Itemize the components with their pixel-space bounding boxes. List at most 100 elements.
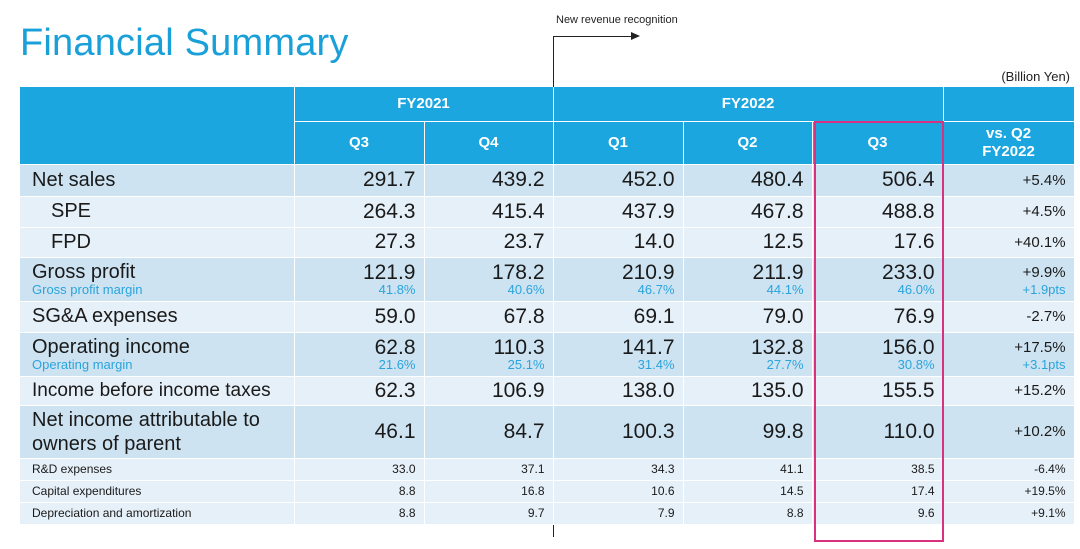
cell-value: 291.7 <box>294 164 425 197</box>
cell-value: 132.8 <box>750 336 804 359</box>
cell-value: 38.5 <box>812 458 944 481</box>
cell-value: 10.6 <box>553 480 684 503</box>
cell-value-pair: 121.9 41.8% <box>294 257 425 302</box>
header-vs-blank <box>943 87 1075 122</box>
row-label: SG&A expenses <box>20 301 295 333</box>
cell-value: 69.1 <box>553 301 684 333</box>
cell-subchange: +3.1pts <box>1022 357 1066 372</box>
cell-value: 178.2 <box>491 261 545 284</box>
cell-change: +40.1% <box>943 227 1075 258</box>
cell-value: 110.0 <box>812 405 944 459</box>
cell-value: 33.0 <box>294 458 425 481</box>
cell-value: 264.3 <box>294 196 425 228</box>
cell-value-pair: 210.9 46.7% <box>553 257 684 302</box>
table-row-gross-profit: Gross profit Gross profit margin 121.9 41… <box>20 257 1075 302</box>
cell-change: +9.9% <box>1022 264 1066 281</box>
header-corner <box>20 87 295 165</box>
header-vs-line2: FY2022 <box>982 142 1035 160</box>
row-label: R&D expenses <box>20 458 295 481</box>
cell-value: 211.9 <box>752 261 804 284</box>
cell-value: 110.3 <box>493 336 545 359</box>
cell-value: 210.9 <box>621 261 675 284</box>
cell-value: 156.0 <box>881 336 935 359</box>
cell-value: 41.1 <box>683 458 813 481</box>
cell-value-pair: 233.0 46.0% <box>812 257 944 302</box>
cell-value: 27.3 <box>294 227 425 258</box>
cell-value: 415.4 <box>424 196 554 228</box>
revenue-recognition-note: New revenue recognition <box>556 14 678 26</box>
cell-value: 12.5 <box>683 227 813 258</box>
cell-value: 106.9 <box>424 376 554 406</box>
cell-value: 17.6 <box>812 227 944 258</box>
cell-value: 76.9 <box>812 301 944 333</box>
cell-change: +17.5% <box>1014 339 1066 356</box>
table-row-income-before-taxes: Income before income taxes 62.3 106.9 13… <box>20 376 1075 406</box>
header-fy2022-q2: Q2 <box>683 121 813 165</box>
cell-subchange: +1.9pts <box>1022 282 1066 297</box>
cell-value-pair: 141.7 31.4% <box>553 332 684 377</box>
cell-subvalue: 25.1% <box>507 357 545 372</box>
table-row-depreciation: Depreciation and amortization 8.8 9.7 7.… <box>20 502 1075 525</box>
cell-value: 467.8 <box>683 196 813 228</box>
header-vs-line1: vs. Q2 <box>986 124 1032 142</box>
financial-summary-table: FY2021 FY2022 Q3 Q4 Q1 Q2 Q3 vs. Q2 FY20… <box>20 87 1075 525</box>
row-label-line2: owners of parent <box>32 432 181 455</box>
cell-value: 8.8 <box>683 502 813 525</box>
header-fy2022-q1: Q1 <box>553 121 684 165</box>
cell-value: 480.4 <box>683 164 813 197</box>
cell-value: 100.3 <box>553 405 684 459</box>
cell-value: 155.5 <box>812 376 944 406</box>
cell-change: -6.4% <box>943 458 1075 481</box>
cell-value: 121.9 <box>362 261 416 284</box>
cell-value: 34.3 <box>553 458 684 481</box>
cell-value: 84.7 <box>424 405 554 459</box>
cell-value: 437.9 <box>553 196 684 228</box>
cell-change-pair: +9.9% +1.9pts <box>943 257 1075 302</box>
cell-value: 62.3 <box>294 376 425 406</box>
cell-value: 452.0 <box>553 164 684 197</box>
cell-subvalue: 31.4% <box>637 357 675 372</box>
header-vs-q2: vs. Q2 FY2022 <box>943 121 1075 165</box>
cell-value-pair: 178.2 40.6% <box>424 257 554 302</box>
table-row-net-sales: Net sales 291.7 439.2 452.0 480.4 506.4 … <box>20 164 1075 197</box>
cell-value: 8.8 <box>294 480 425 503</box>
arrow-right-icon <box>631 32 640 40</box>
cell-value: 17.4 <box>812 480 944 503</box>
cell-value-pair: 156.0 30.8% <box>812 332 944 377</box>
row-sublabel: Operating margin <box>32 357 133 372</box>
cell-value: 8.8 <box>294 502 425 525</box>
row-label-cell: Gross profit Gross profit margin <box>20 257 295 302</box>
cell-value: 135.0 <box>683 376 813 406</box>
header-fy2021-q3: Q3 <box>294 121 425 165</box>
cell-value: 14.5 <box>683 480 813 503</box>
cell-value: 9.6 <box>812 502 944 525</box>
cell-change: +10.2% <box>943 405 1075 459</box>
row-label: Net sales <box>20 164 295 197</box>
cell-subvalue: 41.8% <box>378 282 416 297</box>
unit-label: (Billion Yen) <box>1001 69 1070 84</box>
table-row-rd-expenses: R&D expenses 33.0 37.1 34.3 41.1 38.5 -6… <box>20 458 1075 481</box>
table-row-fpd: FPD 27.3 23.7 14.0 12.5 17.6 +40.1% <box>20 227 1075 258</box>
cell-value-pair: 211.9 44.1% <box>683 257 813 302</box>
cell-value: 14.0 <box>553 227 684 258</box>
cell-value: 59.0 <box>294 301 425 333</box>
row-label-cell: Net income attributable to owners of par… <box>20 405 295 459</box>
table-row-operating-income: Operating income Operating margin 62.8 21… <box>20 332 1075 377</box>
cell-value-pair: 132.8 27.7% <box>683 332 813 377</box>
cell-subvalue: 21.6% <box>378 357 416 372</box>
cell-value: 62.8 <box>374 336 416 359</box>
row-label: FPD <box>20 227 295 258</box>
cell-change: +9.1% <box>943 502 1075 525</box>
row-label: Depreciation and amortization <box>20 502 295 525</box>
cell-subvalue: 40.6% <box>507 282 545 297</box>
cell-value: 79.0 <box>683 301 813 333</box>
cell-value: 9.7 <box>424 502 554 525</box>
cell-value: 46.1 <box>294 405 425 459</box>
table-row-net-income: Net income attributable to owners of par… <box>20 405 1075 459</box>
cell-value: 138.0 <box>553 376 684 406</box>
cell-value-pair: 110.3 25.1% <box>424 332 554 377</box>
cell-subvalue: 46.0% <box>897 282 935 297</box>
cell-value: 141.7 <box>621 336 675 359</box>
cell-value: 23.7 <box>424 227 554 258</box>
cell-value: 67.8 <box>424 301 554 333</box>
